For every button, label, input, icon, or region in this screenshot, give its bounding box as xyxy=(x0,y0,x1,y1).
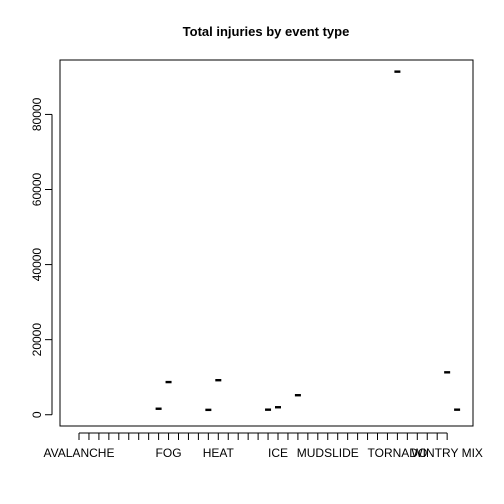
x-tick-label: ICE xyxy=(268,446,288,460)
y-tick-label: 40000 xyxy=(30,248,44,282)
y-tick-label: 80000 xyxy=(30,97,44,131)
x-tick-label: HEAT xyxy=(203,446,235,460)
plot-frame xyxy=(59,59,474,427)
x-tick-label: AVALANCHE xyxy=(44,446,115,460)
x-tick-label: WINTRY MIX xyxy=(411,446,483,460)
data-point xyxy=(454,408,461,411)
x-tick-label: FOG xyxy=(156,446,182,460)
data-points xyxy=(155,70,461,412)
x-tick-label: MUDSLIDE xyxy=(297,446,359,460)
y-axis: 0 20000 40000 60000 80000 xyxy=(30,97,53,418)
x-axis: AVALANCHE FOG HEAT ICE MUDSLIDE TORNADOWINTRY… xyxy=(44,432,483,460)
x-tick-label: TORNADO xyxy=(368,446,428,460)
data-point xyxy=(155,407,162,410)
data-point xyxy=(205,408,212,412)
data-point xyxy=(215,379,222,382)
data-point xyxy=(444,371,451,374)
chart-title: Total injuries by event type xyxy=(183,24,350,39)
data-point xyxy=(265,408,272,411)
y-tick-label: 20000 xyxy=(30,323,44,357)
data-point xyxy=(165,380,172,384)
y-tick-label: 0 xyxy=(30,411,44,418)
y-tick-label: 60000 xyxy=(30,172,44,206)
data-point xyxy=(275,406,281,409)
data-point xyxy=(294,394,301,397)
data-point xyxy=(394,70,401,73)
